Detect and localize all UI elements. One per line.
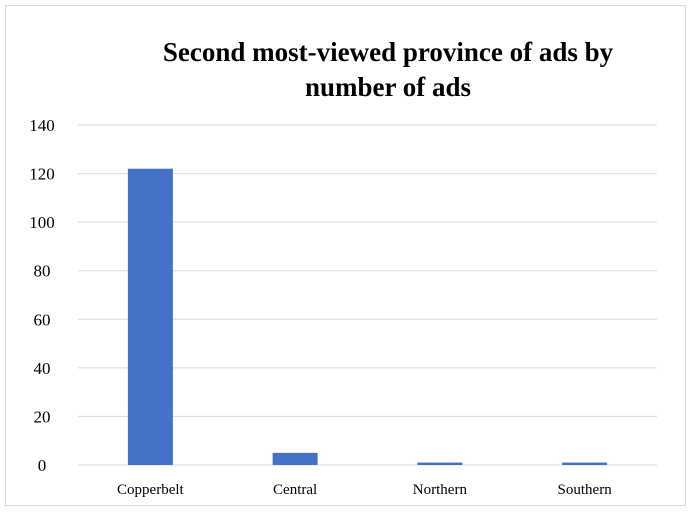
y-tick-label: 60 xyxy=(34,310,51,329)
y-tick-label: 20 xyxy=(34,407,51,426)
chart-frame xyxy=(5,5,686,506)
x-category-label: Southern xyxy=(558,482,613,498)
bar-northern xyxy=(417,462,463,465)
y-tick-label: 120 xyxy=(29,165,55,184)
chart-title-line-1: Second most-viewed province of ads by xyxy=(163,37,614,67)
bar-central xyxy=(272,452,318,465)
y-tick-label: 140 xyxy=(29,116,55,135)
y-tick-label: 80 xyxy=(34,262,51,281)
y-tick-label: 100 xyxy=(29,213,55,232)
gridlines xyxy=(78,124,657,466)
x-axis-labels: Copperbelt Central Northern Southern xyxy=(117,482,612,498)
x-category-label: Northern xyxy=(413,482,468,498)
bars xyxy=(127,168,608,465)
y-axis-ticks: 0 20 40 60 80 100 120 140 xyxy=(29,116,55,475)
y-tick-label: 40 xyxy=(34,359,51,378)
x-category-label: Copperbelt xyxy=(117,482,184,498)
y-tick-label: 0 xyxy=(38,456,47,475)
bar-southern xyxy=(562,462,608,465)
bar-copperbelt xyxy=(127,168,173,465)
chart-title-line-2: number of ads xyxy=(305,72,471,102)
x-category-label: Central xyxy=(273,482,317,498)
